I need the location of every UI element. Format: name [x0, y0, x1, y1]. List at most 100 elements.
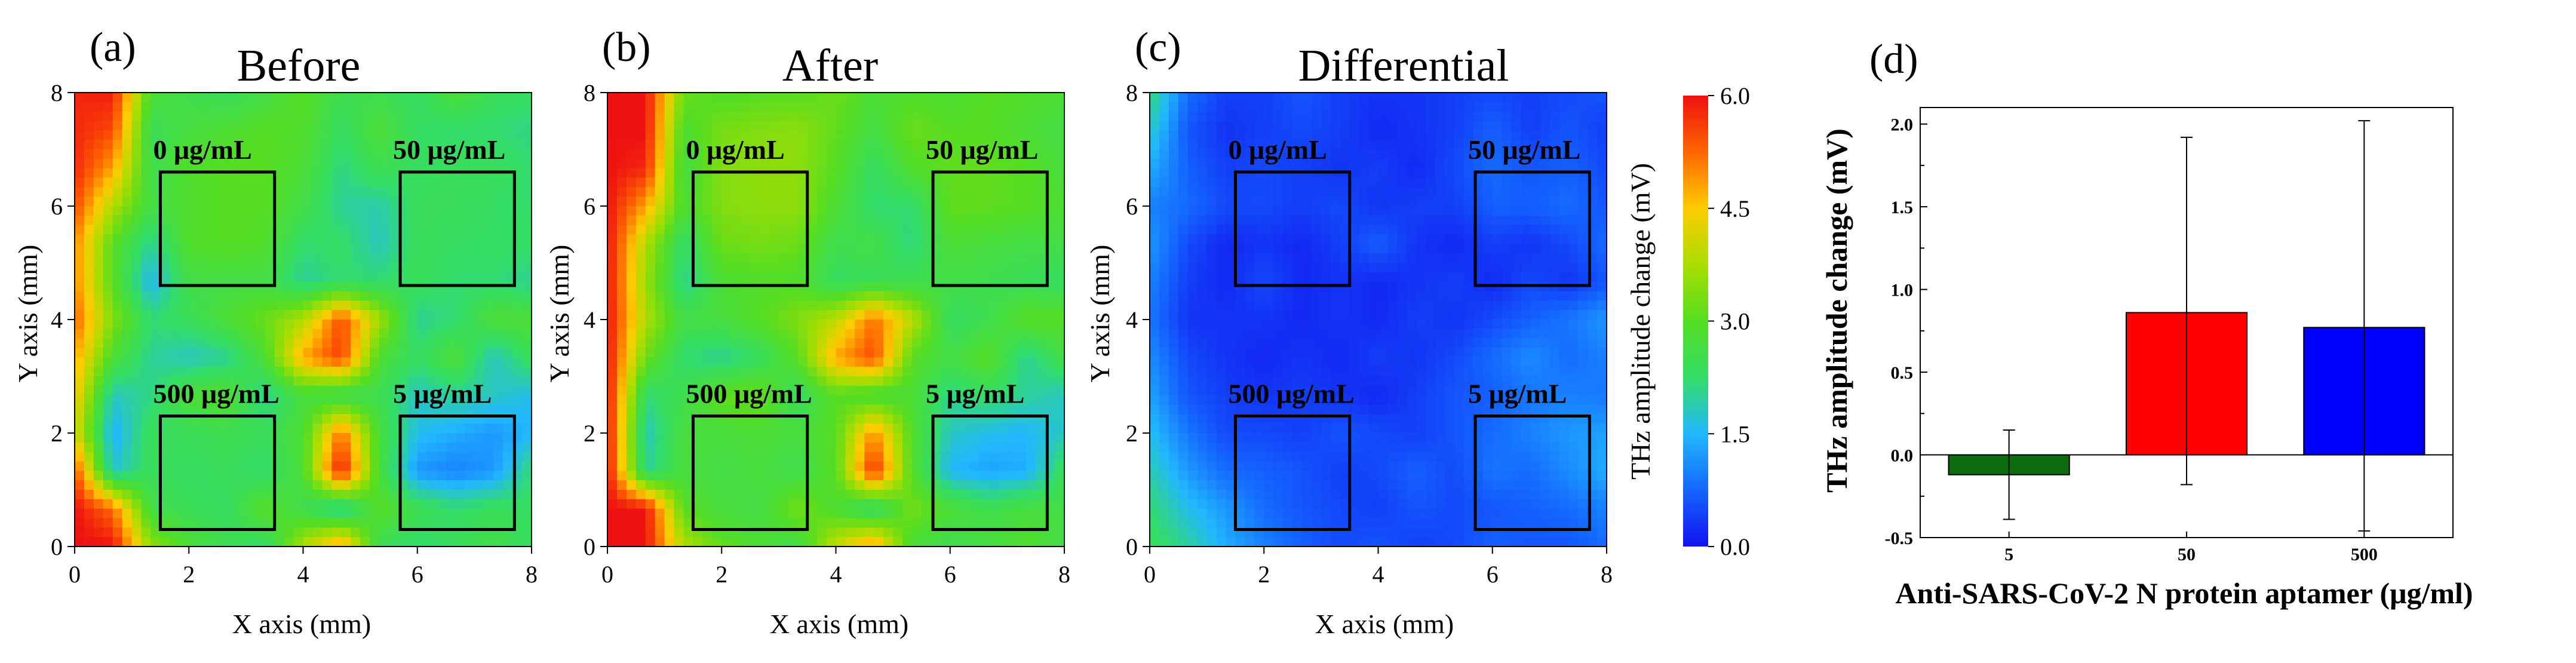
heatmap-cell	[645, 111, 656, 122]
heatmap-cell	[341, 348, 351, 358]
heatmap-cell	[997, 404, 1008, 415]
heatmap-cell	[93, 414, 104, 424]
heatmap-cell	[160, 329, 171, 339]
heatmap-cell	[131, 508, 142, 519]
heatmap-cell	[816, 291, 827, 302]
heatmap-cell	[455, 244, 466, 254]
heatmap-cell	[493, 480, 503, 490]
heatmap-cell	[778, 300, 789, 311]
heatmap-cell	[816, 442, 827, 453]
heatmap-cell	[788, 348, 799, 358]
heatmap-cell	[245, 187, 256, 197]
heatmap-cell	[1530, 130, 1541, 140]
heatmap-cell	[84, 471, 94, 481]
heatmap-cell	[131, 291, 142, 302]
heatmap-cell	[855, 102, 865, 112]
heatmap-cell	[836, 93, 846, 103]
heatmap-cell	[198, 291, 208, 302]
heatmap-cell	[1530, 93, 1541, 103]
heatmap-cell	[950, 357, 960, 367]
heatmap-cell	[141, 461, 152, 472]
heatmap-cell	[655, 263, 665, 273]
heatmap-cell	[1588, 93, 1598, 103]
heatmap-cell	[1330, 111, 1341, 122]
heatmap-cell	[503, 197, 513, 207]
heatmap-cell	[760, 518, 770, 529]
heatmap-cell	[236, 253, 247, 263]
heatmap-cell	[189, 234, 199, 245]
heatmap-cell	[616, 357, 627, 367]
heatmap-cell	[284, 423, 294, 434]
heatmap-cell	[912, 93, 922, 103]
heatmap-cell	[731, 272, 741, 283]
heatmap-cell	[398, 537, 409, 547]
heatmap-cell	[388, 121, 399, 131]
heatmap-cell	[674, 272, 684, 283]
heatmap-cell	[769, 197, 779, 207]
heatmap-cell	[208, 197, 218, 207]
heatmap-cell	[741, 329, 751, 339]
heatmap-cell	[797, 404, 808, 415]
heatmap-cell	[388, 102, 399, 112]
heatmap-cell	[255, 357, 266, 367]
heatmap-cell	[635, 272, 646, 283]
heatmap-cell	[778, 338, 789, 349]
heatmap-cell	[474, 480, 485, 490]
heatmap-cell	[388, 149, 399, 159]
heatmap-cell	[189, 320, 199, 330]
heatmap-cell	[959, 102, 970, 112]
heatmap-cell	[959, 187, 970, 197]
heatmap-cell	[370, 234, 380, 245]
heatmap-cell	[503, 480, 513, 490]
heatmap-cell	[388, 281, 399, 292]
heatmap-cell	[217, 93, 228, 103]
heatmap-cell	[322, 452, 333, 462]
heatmap-cell	[341, 130, 351, 140]
heatmap-cell	[988, 102, 999, 112]
heatmap-cell	[351, 385, 361, 396]
heatmap-cell	[236, 93, 247, 103]
heatmap-cell	[522, 272, 532, 283]
heatmap-cell	[616, 414, 627, 424]
heatmap-cell	[474, 367, 485, 377]
heatmap-cell	[407, 404, 418, 415]
heatmap-cell	[1540, 93, 1550, 103]
heatmap-cell	[274, 423, 285, 434]
heatmap-cell	[208, 423, 218, 434]
heatmap-cell	[616, 367, 627, 377]
heatmap-cell	[322, 404, 333, 415]
heatmap-cell	[950, 234, 960, 245]
heatmap-cell	[217, 480, 228, 490]
heatmap-cell	[436, 480, 447, 490]
heatmap-cell	[616, 234, 627, 245]
heatmap-cell	[84, 121, 94, 131]
heatmap-cell	[645, 338, 656, 349]
heatmap-cell	[855, 414, 865, 424]
heatmap-cell	[893, 480, 903, 490]
heatmap-cell	[635, 537, 646, 547]
heatmap-cell	[664, 471, 675, 481]
heatmap-cell	[293, 263, 304, 273]
heatmap-cell	[198, 263, 208, 273]
heatmap-cell	[1245, 93, 1255, 103]
heatmap-cell	[284, 121, 294, 131]
heatmap-cell	[788, 320, 799, 330]
heatmap-cell	[959, 140, 970, 150]
heatmap-cell	[750, 158, 760, 169]
heatmap-cell	[341, 187, 351, 197]
heatmap-cell	[284, 111, 294, 122]
heatmap-cell	[503, 329, 513, 339]
heatmap-cell	[836, 461, 846, 472]
heatmap-cell	[522, 338, 532, 349]
heatmap-cell	[1368, 121, 1379, 131]
heatmap-cell	[1007, 140, 1018, 150]
heatmap-cell	[493, 376, 503, 386]
heatmap-cell	[988, 508, 999, 519]
heatmap-cell	[702, 253, 713, 263]
heatmap-cell	[959, 310, 970, 320]
heatmap-cell	[522, 480, 532, 490]
heatmap-cell	[484, 291, 495, 302]
heatmap-cell	[493, 234, 503, 245]
heatmap-cell	[836, 281, 846, 292]
